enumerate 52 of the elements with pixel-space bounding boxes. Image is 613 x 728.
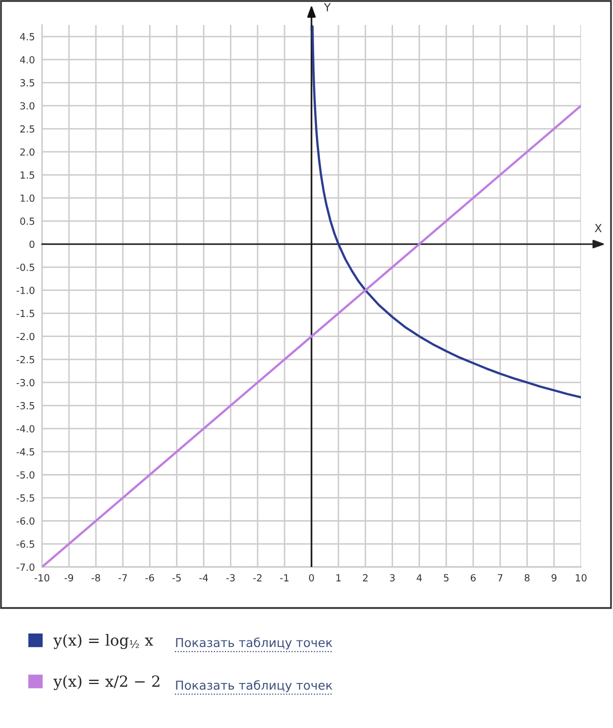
y-tick-label: 1.0 [20, 194, 34, 202]
y-tick-label: -5.0 [16, 471, 34, 479]
y-tick-label: -2.0 [16, 332, 34, 340]
x-tick-label: -4 [199, 574, 208, 582]
y-tick-label: -4.5 [16, 448, 34, 456]
y-tick-label: -5.5 [16, 494, 34, 502]
y-tick-label: -3.5 [16, 402, 34, 410]
x-tick-label: -2 [253, 574, 262, 582]
y-tick-label: -1.0 [16, 286, 34, 294]
legend-label: y(x) = log$_{½}$ x [53, 634, 154, 650]
x-tick-label: 9 [552, 574, 556, 582]
x-tick-label: 0 [309, 574, 314, 582]
x-tick-label: 4 [416, 574, 422, 582]
x-tick-label: -9 [64, 574, 74, 582]
y-tick-label: -0.5 [16, 264, 34, 271]
y-tick-label: 1.5 [20, 172, 34, 179]
y-tick-label: -6.5 [16, 540, 34, 548]
x-tick-label: -5 [172, 574, 181, 582]
x-tick-label: 3 [390, 574, 395, 582]
y-tick-label: 3.0 [20, 102, 34, 110]
line-series [311, 25, 581, 398]
x-tick-label: -10 [34, 574, 50, 582]
x-tick-label: -3 [226, 574, 235, 582]
text: Показать таблицу точек [176, 680, 332, 692]
y-axis-title: Y [324, 3, 331, 12]
x-tick-label: 8 [524, 574, 530, 582]
y-tick-label: -3.0 [16, 378, 34, 386]
y-tick-label: 0 [30, 240, 34, 248]
x-tick-label: -6 [145, 574, 154, 582]
y-tick-label: 3.5 [20, 79, 34, 86]
y-tick-label: -2.5 [16, 356, 34, 364]
y-tick-label: 0.5 [20, 218, 34, 225]
y-tick-label: 4.0 [20, 56, 34, 64]
x-tick-label: 2 [363, 574, 368, 582]
text: Показать таблицу точек [176, 637, 332, 650]
x-tick-label: -8 [92, 574, 100, 582]
y-tick-label: 2.5 [20, 125, 34, 133]
x-tick-label: 5 [444, 574, 448, 582]
x-tick-label: 6 [470, 574, 476, 582]
y-tick-label: -7.0 [16, 563, 34, 571]
x-axis-title: X [594, 224, 602, 232]
y-tick-label: 2.0 [20, 148, 34, 156]
x-tick-label: 1 [336, 574, 341, 582]
legend-label: y(x) = x/2 − 2 [53, 675, 160, 690]
x-tick-label: -1 [280, 574, 288, 582]
x-tick-label: -7 [118, 574, 127, 582]
x-tick-label: 10 [576, 574, 587, 582]
x-tick-label: 7 [498, 574, 502, 582]
y-tick-label: -6.0 [16, 517, 34, 525]
y-tick-label: -1.5 [16, 310, 34, 318]
y-tick-label: -4.0 [16, 425, 34, 432]
y-tick-label: 4.5 [20, 33, 34, 40]
